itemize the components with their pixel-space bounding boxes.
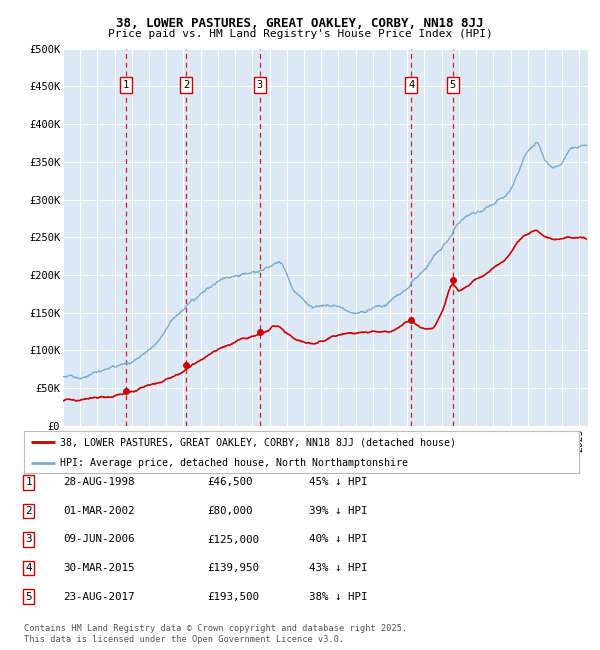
Text: 4: 4 <box>26 563 32 573</box>
Text: £46,500: £46,500 <box>207 477 253 488</box>
Text: Price paid vs. HM Land Registry's House Price Index (HPI): Price paid vs. HM Land Registry's House … <box>107 29 493 39</box>
Text: 23-AUG-2017: 23-AUG-2017 <box>63 592 134 602</box>
Text: 40% ↓ HPI: 40% ↓ HPI <box>309 534 367 545</box>
Text: 43% ↓ HPI: 43% ↓ HPI <box>309 563 367 573</box>
Text: £80,000: £80,000 <box>207 506 253 516</box>
Text: 3: 3 <box>257 80 263 90</box>
Text: 2: 2 <box>26 506 32 516</box>
Text: £139,950: £139,950 <box>207 563 259 573</box>
Text: £193,500: £193,500 <box>207 592 259 602</box>
Text: 01-MAR-2002: 01-MAR-2002 <box>63 506 134 516</box>
Text: 38% ↓ HPI: 38% ↓ HPI <box>309 592 367 602</box>
Text: 5: 5 <box>449 80 456 90</box>
Text: 09-JUN-2006: 09-JUN-2006 <box>63 534 134 545</box>
Text: 38, LOWER PASTURES, GREAT OAKLEY, CORBY, NN18 8JJ: 38, LOWER PASTURES, GREAT OAKLEY, CORBY,… <box>116 16 484 29</box>
Text: 39% ↓ HPI: 39% ↓ HPI <box>309 506 367 516</box>
Text: 45% ↓ HPI: 45% ↓ HPI <box>309 477 367 488</box>
Text: 30-MAR-2015: 30-MAR-2015 <box>63 563 134 573</box>
Text: 5: 5 <box>26 592 32 602</box>
Text: 1: 1 <box>26 477 32 488</box>
Text: Contains HM Land Registry data © Crown copyright and database right 2025.
This d: Contains HM Land Registry data © Crown c… <box>24 624 407 644</box>
Text: 38, LOWER PASTURES, GREAT OAKLEY, CORBY, NN18 8JJ (detached house): 38, LOWER PASTURES, GREAT OAKLEY, CORBY,… <box>60 437 456 447</box>
Text: 3: 3 <box>26 534 32 545</box>
Text: 1: 1 <box>123 80 129 90</box>
Text: 4: 4 <box>408 80 415 90</box>
Text: 2: 2 <box>183 80 190 90</box>
Text: 28-AUG-1998: 28-AUG-1998 <box>63 477 134 488</box>
Text: £125,000: £125,000 <box>207 534 259 545</box>
Text: HPI: Average price, detached house, North Northamptonshire: HPI: Average price, detached house, Nort… <box>60 458 408 467</box>
